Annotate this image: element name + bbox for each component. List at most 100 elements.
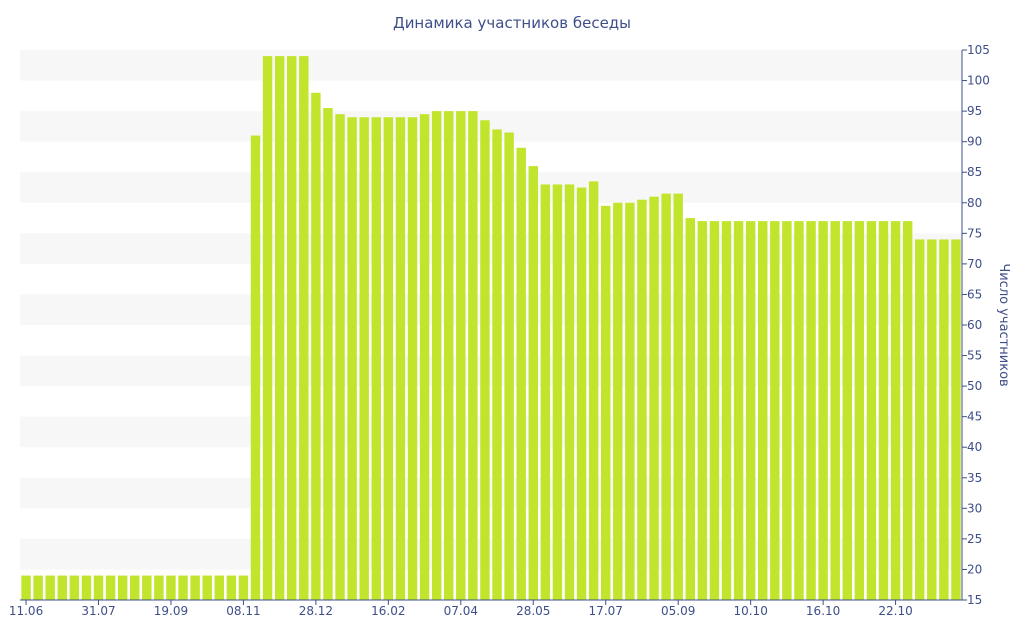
bar: [552, 184, 563, 600]
bar: [939, 239, 949, 600]
bar: [287, 56, 297, 601]
bar: [516, 147, 526, 600]
y-tick-label: 65: [967, 287, 982, 301]
grid-band: [20, 477, 962, 509]
bar: [69, 575, 80, 600]
bar: [444, 111, 454, 601]
y-axis-label: Число участников: [996, 263, 1011, 386]
x-tick-label: 10.10: [733, 604, 767, 618]
bar: [33, 575, 43, 600]
grid-band: [20, 355, 962, 387]
y-tick-label: 60: [967, 318, 982, 332]
y-tick-label: 40: [967, 440, 982, 454]
grid-band: [20, 111, 962, 142]
bar: [685, 218, 695, 600]
bar: [456, 111, 466, 601]
bar: [262, 56, 273, 601]
x-tick-label: 28.05: [516, 604, 550, 618]
bar: [613, 202, 623, 600]
bar: [419, 114, 430, 601]
bar: [154, 575, 164, 600]
y-tick-label: 30: [967, 501, 982, 515]
bar: [733, 221, 744, 601]
grid-bands: [20, 50, 962, 570]
bar: [890, 221, 901, 601]
bar: [878, 221, 889, 601]
y-tick-label: 100: [967, 74, 990, 88]
bar: [782, 221, 792, 601]
bar: [407, 117, 418, 600]
bar: [842, 221, 852, 601]
bar: [226, 575, 237, 600]
bar: [951, 239, 961, 600]
x-tick-label: 19.09: [154, 604, 188, 618]
bar: [335, 114, 345, 601]
bar: [130, 575, 140, 600]
bar: [528, 166, 538, 601]
bar: [323, 108, 333, 600]
bar: [45, 575, 55, 600]
bar: [661, 193, 671, 601]
bar: [830, 221, 840, 601]
bar: [540, 184, 551, 600]
bar: [794, 221, 804, 601]
bar: [178, 575, 188, 600]
bar: [383, 117, 394, 600]
bar: [311, 92, 321, 600]
bar: [395, 117, 406, 600]
bar: [866, 221, 877, 601]
bar: [745, 221, 756, 601]
grid-band: [20, 172, 962, 203]
y-tick-label: 95: [967, 104, 982, 118]
bar: [371, 117, 381, 600]
bar: [492, 129, 502, 600]
y-tick-label: 45: [967, 410, 982, 424]
x-tick-label: 28.12: [299, 604, 333, 618]
bar: [709, 221, 720, 601]
bars: [21, 56, 961, 601]
chart-title: Динамика участников беседы: [393, 14, 631, 32]
x-tick-label: 16.10: [806, 604, 840, 618]
x-axis-ticks: 11.06 31.07 19.09 08.11 28.12 16.02 07.04 28.05…: [9, 600, 913, 618]
x-tick-label: 05.09: [661, 604, 695, 618]
bar: [721, 221, 732, 601]
bar: [142, 575, 152, 600]
x-tick-label: 22.10: [878, 604, 912, 618]
bar: [818, 221, 828, 601]
bar: [576, 187, 587, 600]
bar: [770, 221, 780, 601]
y-tick-label: 80: [967, 196, 982, 210]
bar: [81, 575, 92, 600]
x-tick-label: 17.07: [589, 604, 623, 618]
bar: [504, 132, 514, 600]
grid-band: [20, 416, 962, 448]
bar: [274, 56, 285, 601]
grid-band: [20, 233, 962, 264]
x-tick-label: 11.06: [9, 604, 43, 618]
y-tick-label: 85: [967, 165, 982, 179]
bar: [431, 111, 442, 601]
bar: [758, 221, 768, 601]
bar: [564, 184, 575, 600]
bar: [202, 575, 212, 600]
bar: [250, 135, 261, 600]
bar: [806, 221, 816, 601]
bar: [649, 196, 659, 601]
x-tick-label: 07.04: [444, 604, 478, 618]
y-tick-label: 15: [967, 593, 982, 607]
bar: [673, 193, 683, 601]
bar: [21, 575, 31, 600]
bar: [105, 575, 116, 600]
bar: [902, 221, 913, 601]
bar: [601, 205, 611, 600]
bar: [214, 575, 224, 600]
bar: [697, 221, 708, 601]
x-tick-label: 16.02: [371, 604, 405, 618]
bar: [927, 239, 937, 600]
bar: [915, 239, 925, 600]
bar: [637, 199, 647, 600]
y-tick-label: 50: [967, 379, 982, 393]
y-axis-ticks: 15 20 25 30 35 40 45 50 55 60 65 70 75 80 85 90 95 100 105: [962, 43, 990, 607]
